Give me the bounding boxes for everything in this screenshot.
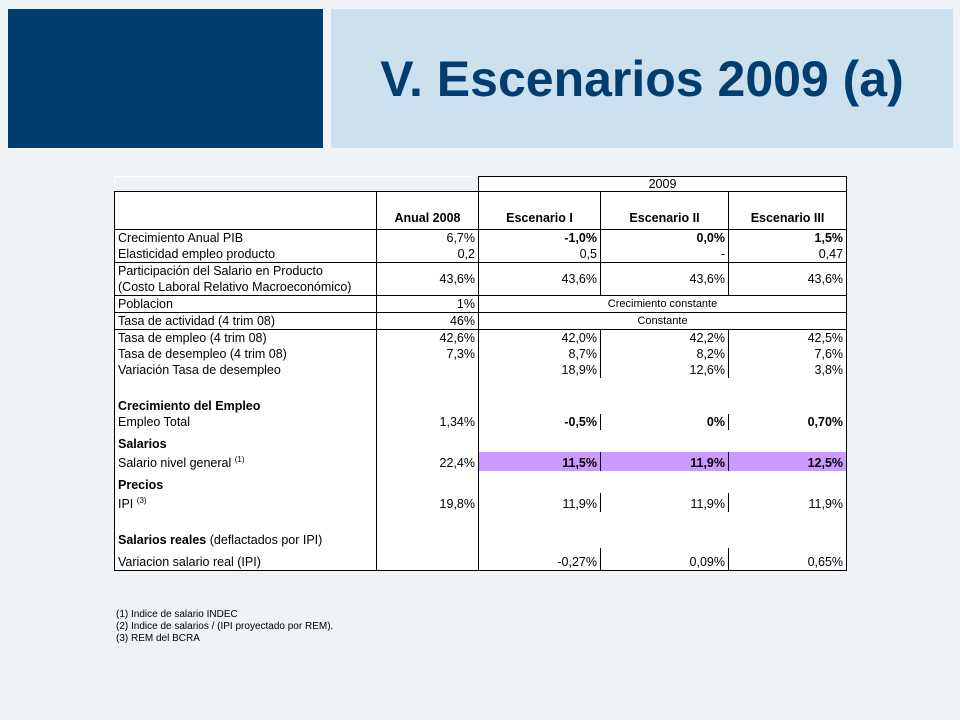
- table-row: Salario nivel general (1) 22,4% 11,5% 11…: [114, 452, 848, 472]
- slide-title: V. Escenarios 2009 (a): [380, 50, 904, 107]
- scenarios-table: 2009 Anual 2008 Escenario I Escenario II…: [114, 176, 848, 572]
- table-row: Crecimiento Anual PIB 6,7% -1,0% 0,0% 1,…: [114, 229, 848, 246]
- table-row: Tasa de actividad (4 trim 08) 46% Consta…: [114, 312, 848, 330]
- table-row: Tasa de desempleo (4 trim 08) 7,3% 8,7% …: [114, 346, 848, 362]
- highlight-cell: 12,5%: [728, 452, 848, 472]
- section-row: Precios: [114, 471, 848, 494]
- highlight-cell: 11,5%: [478, 452, 601, 472]
- col-header-escenario-2: Escenario II: [600, 191, 729, 230]
- table-row: IPI (3) 19,8% 11,9% 11,9% 11,9%: [114, 493, 848, 513]
- section-row: Crecimiento del Empleo: [114, 398, 848, 414]
- table-row: Variación Tasa de desempleo 18,9% 12,6% …: [114, 362, 848, 378]
- table-row: Participación del Salario en Producto (Co…: [114, 262, 848, 296]
- col-header-escenario-3: Escenario III: [728, 191, 848, 230]
- footnotes: (1) Indice de salario INDEC (2) Indice d…: [116, 609, 333, 645]
- footnote: (1) Indice de salario INDEC: [116, 609, 238, 620]
- year-label: 2009: [477, 176, 848, 192]
- header-title-box: [331, 9, 953, 148]
- col-header-2008: Anual 2008: [376, 191, 479, 230]
- section-row: Salarios: [114, 430, 848, 452]
- col-header-escenario-1: Escenario I: [478, 191, 601, 230]
- header-dark-block: [8, 9, 323, 148]
- column-header-row: Anual 2008 Escenario I Escenario II Esce…: [114, 191, 848, 230]
- section-row: Salarios reales (deflactados por IPI): [114, 532, 848, 549]
- footnote: (3) REM del BCRA: [116, 633, 200, 644]
- table-row: Poblacion 1% Crecimiento constante: [114, 295, 848, 313]
- table-row: Empleo Total 1,34% -0,5% 0% 0,70%: [114, 414, 848, 430]
- footnote: (2) Indice de salarios / (IPI proyectado…: [116, 621, 334, 632]
- highlight-cell: 11,9%: [600, 452, 729, 472]
- table-row: Tasa de empleo (4 trim 08) 42,6% 42,0% 4…: [114, 329, 848, 346]
- table-row: Variacion salario real (IPI) -0,27% 0,09…: [114, 548, 848, 572]
- table-row: Elasticidad empleo producto 0,2 0,5 - 0,…: [114, 246, 848, 263]
- year-header-row: 2009: [114, 176, 848, 192]
